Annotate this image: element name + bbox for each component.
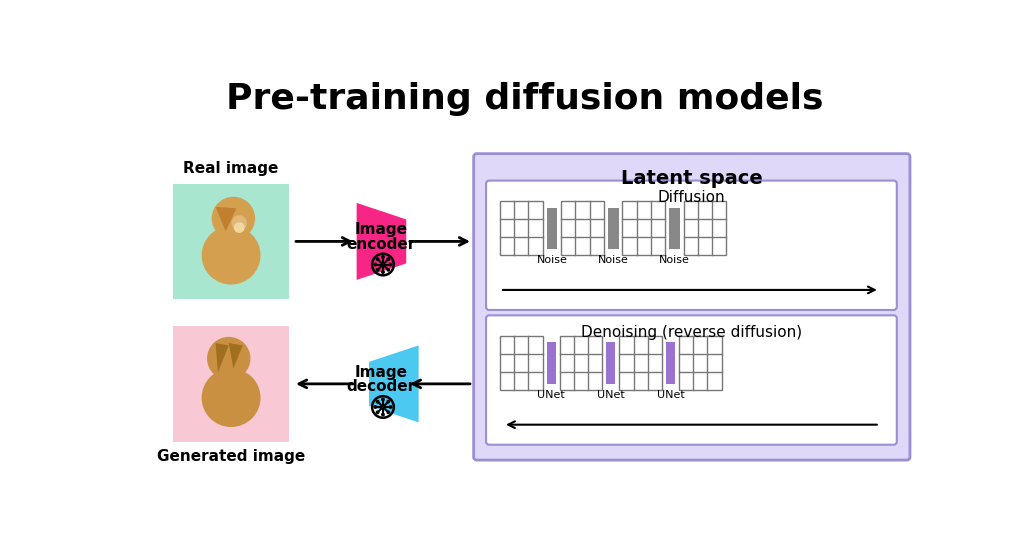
Bar (561, 202, 604, 255)
Bar (560, 336, 602, 390)
Text: Diffusion: Diffusion (657, 190, 725, 205)
Circle shape (386, 257, 390, 261)
Circle shape (376, 400, 380, 404)
Bar (547, 207, 557, 249)
Text: Real image: Real image (183, 161, 279, 176)
Circle shape (386, 268, 390, 272)
Circle shape (207, 337, 251, 380)
Circle shape (376, 257, 380, 261)
Circle shape (389, 405, 392, 409)
Polygon shape (228, 343, 243, 368)
Text: decoder: decoder (347, 379, 416, 394)
Text: Pre-training diffusion models: Pre-training diffusion models (226, 82, 823, 116)
Circle shape (231, 215, 247, 230)
Circle shape (202, 368, 260, 427)
Text: UNet: UNet (597, 390, 625, 400)
Circle shape (374, 263, 377, 266)
Polygon shape (369, 345, 419, 422)
Bar (500, 336, 543, 390)
Text: UNet: UNet (538, 390, 565, 400)
Circle shape (381, 413, 385, 416)
Circle shape (376, 411, 380, 414)
Bar (669, 207, 680, 249)
Text: UNet: UNet (656, 390, 684, 400)
Bar (684, 202, 726, 255)
Circle shape (386, 400, 390, 404)
Bar (607, 207, 618, 249)
Text: encoder: encoder (347, 237, 416, 252)
Bar (500, 202, 543, 255)
Text: Noise: Noise (658, 255, 690, 265)
Circle shape (389, 263, 392, 266)
Bar (173, 326, 289, 442)
Text: Image: Image (355, 365, 408, 380)
Circle shape (381, 398, 385, 401)
Circle shape (374, 405, 377, 409)
Circle shape (212, 197, 255, 240)
Circle shape (233, 222, 245, 233)
Text: Image: Image (355, 222, 408, 237)
Circle shape (202, 226, 260, 285)
FancyBboxPatch shape (486, 181, 897, 310)
Circle shape (381, 255, 385, 259)
Polygon shape (216, 343, 228, 373)
Bar (623, 202, 665, 255)
Bar (606, 343, 615, 384)
Bar (173, 184, 289, 299)
Bar (679, 336, 722, 390)
Polygon shape (356, 203, 407, 280)
Circle shape (381, 270, 385, 274)
Text: Latent space: Latent space (621, 169, 763, 188)
FancyBboxPatch shape (486, 315, 897, 445)
FancyBboxPatch shape (474, 154, 910, 460)
Bar (547, 343, 556, 384)
Bar (666, 343, 675, 384)
Circle shape (376, 268, 380, 272)
Text: Noise: Noise (598, 255, 629, 265)
Circle shape (386, 411, 390, 414)
Polygon shape (216, 207, 237, 232)
Text: Denoising (reverse diffusion): Denoising (reverse diffusion) (581, 325, 802, 340)
Bar (620, 336, 662, 390)
Text: Generated image: Generated image (157, 449, 305, 464)
Text: Noise: Noise (537, 255, 567, 265)
